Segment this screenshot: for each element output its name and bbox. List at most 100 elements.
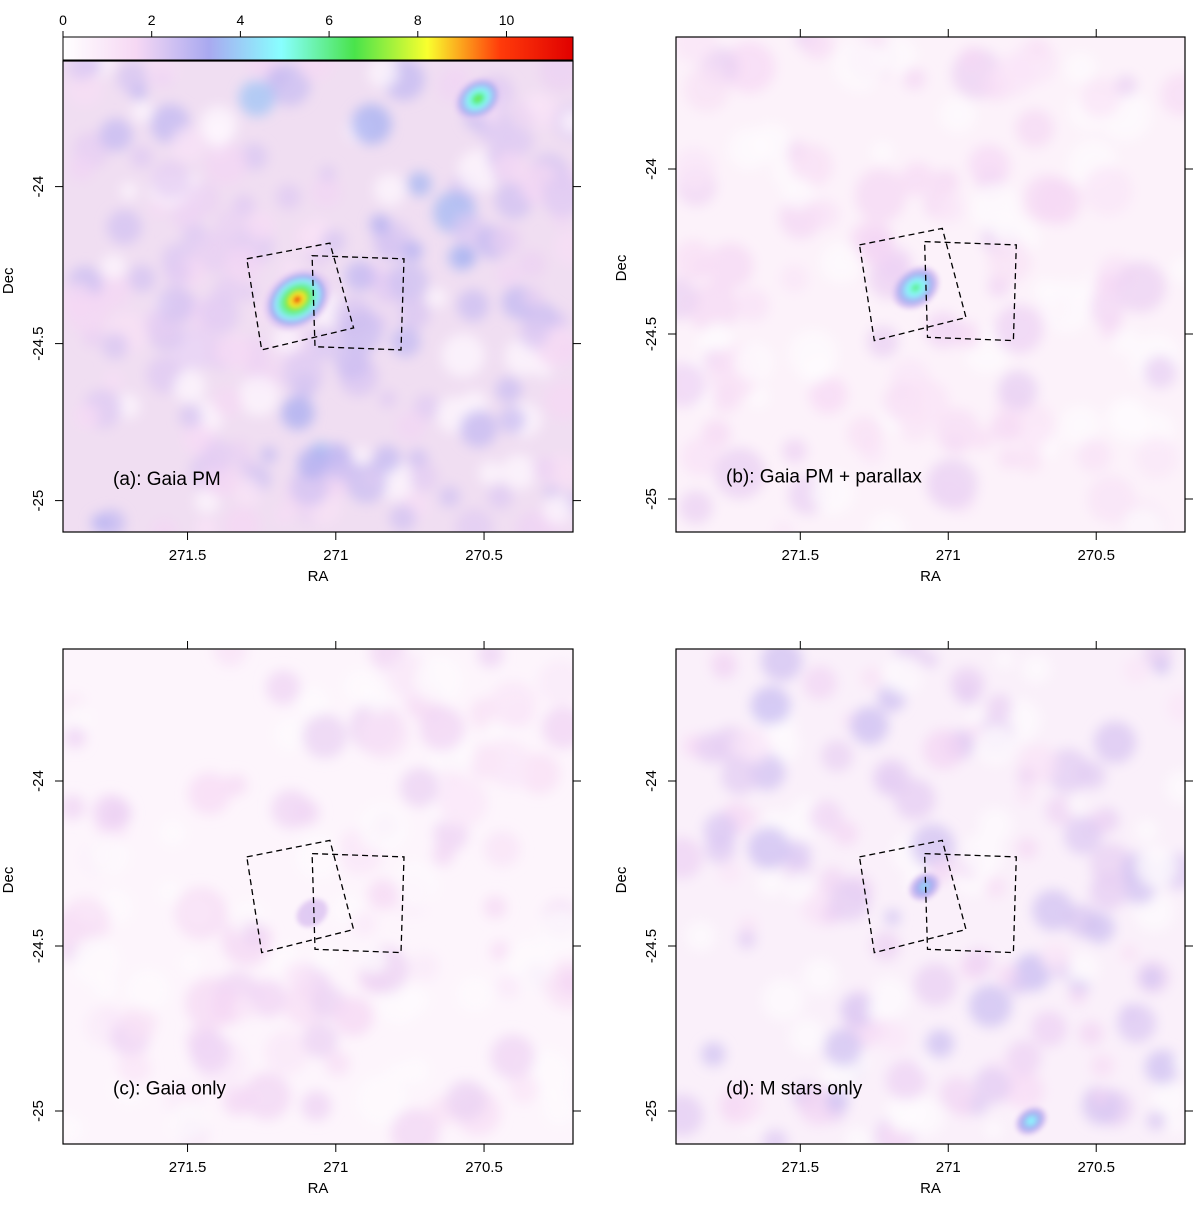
heatmap-cell — [986, 694, 1013, 721]
heatmap-cell — [871, 141, 894, 164]
heatmap-cell — [539, 61, 573, 92]
heatmap-cell — [333, 996, 374, 1037]
heatmap-cell — [487, 484, 513, 510]
heatmap-cell — [933, 169, 960, 196]
y-tick-label: -24.5 — [643, 317, 660, 351]
heatmap-cell — [1087, 475, 1136, 524]
y-tick-label: -25 — [643, 1100, 660, 1122]
heatmap-cell — [903, 67, 926, 91]
heatmap-cell — [117, 1051, 152, 1086]
heatmap-cell — [283, 961, 312, 989]
heatmap-cell — [196, 518, 217, 532]
heatmap-cell — [711, 385, 740, 414]
heatmap-cell — [66, 291, 109, 334]
heatmap-cell — [1141, 967, 1163, 989]
heatmap-cell — [867, 325, 899, 358]
heatmap-cell — [489, 680, 538, 729]
heatmap-cell — [538, 907, 573, 952]
heatmap-cell — [216, 334, 251, 370]
heatmap-cell — [1110, 326, 1139, 355]
heatmap-cell — [676, 239, 715, 282]
colorbar-ticks: 0 2 4 6 8 10 — [59, 12, 514, 37]
heatmap-cell — [67, 71, 103, 107]
heatmap-cell — [322, 446, 357, 481]
heatmap-cell — [158, 880, 181, 903]
y-axis-label: Dec — [0, 267, 17, 294]
heatmap-cell — [508, 1073, 539, 1104]
heatmap-cell — [189, 1032, 231, 1074]
heatmap-cell — [939, 96, 976, 133]
heatmap-cell — [102, 798, 132, 828]
heatmap-cell — [680, 437, 721, 477]
survey-fields — [858, 227, 1017, 342]
heatmap-cell — [676, 362, 707, 408]
heatmap-cell — [1040, 942, 1071, 973]
heatmap-cell — [427, 287, 447, 308]
y-tick-label: -24 — [30, 770, 47, 792]
heatmap-cell — [149, 201, 167, 218]
heatmap-cell — [913, 963, 957, 1007]
field-outline-1 — [246, 839, 355, 954]
heatmap-cell — [179, 404, 203, 429]
heatmap-cell — [1135, 436, 1178, 479]
heatmap-texture — [63, 61, 573, 532]
heatmap-cell — [368, 61, 399, 89]
heatmap-cell — [761, 649, 803, 682]
heatmap-cell — [833, 38, 886, 91]
heatmap-cell — [840, 992, 876, 1028]
heatmap-cell — [820, 241, 862, 284]
plot-frame — [62, 648, 574, 1145]
heatmap-cell — [1165, 770, 1185, 804]
heatmap-cell — [319, 165, 336, 182]
heatmap-cell — [1115, 75, 1137, 97]
heatmap-cell — [894, 778, 936, 820]
heatmap-cell — [103, 371, 123, 390]
panel-label: (b): Gaia PM + parallax — [726, 467, 922, 488]
heatmap-cell — [170, 126, 207, 163]
heatmap-cell — [676, 1094, 704, 1137]
heatmap-cell — [524, 92, 548, 117]
heatmap-cell — [676, 147, 716, 190]
x-tick-label: 270.5 — [465, 1159, 503, 1176]
heatmap-cell — [441, 334, 485, 378]
heatmap-cell — [496, 757, 529, 790]
heatmap-cell — [100, 1008, 122, 1030]
heatmap-cell — [68, 154, 95, 181]
heatmap-cell — [374, 173, 406, 206]
heatmap-cell — [232, 996, 257, 1021]
heatmap-cell — [281, 396, 315, 430]
heatmap-cell — [344, 260, 376, 292]
heatmap-cell — [537, 659, 573, 706]
heatmap-cell — [1135, 819, 1158, 842]
heatmap-cell — [379, 390, 397, 408]
heatmap-cell — [676, 277, 698, 321]
y-axis-label: Dec — [613, 254, 630, 281]
heatmap-cell — [215, 208, 248, 241]
heatmap-cell — [910, 824, 955, 869]
heatmap-cell — [1094, 271, 1119, 297]
heatmap-cell — [1063, 816, 1102, 855]
heatmap-cell — [707, 242, 754, 289]
heatmap-cell — [496, 262, 521, 287]
heatmap-cell — [809, 375, 848, 414]
heatmap-cell — [389, 504, 417, 532]
heatmap-cell — [63, 794, 86, 821]
heatmap-cell — [1170, 257, 1185, 284]
heatmap-cell — [456, 975, 494, 1013]
heatmap-cell — [801, 37, 835, 60]
heatmap-cell — [1114, 261, 1166, 313]
heatmap-cell — [871, 931, 901, 961]
heatmap-cell — [238, 375, 279, 416]
heatmap-cell — [900, 162, 936, 197]
heatmap-cell — [703, 813, 738, 847]
heatmap-cell — [156, 286, 194, 323]
x-tick-label: 271.5 — [169, 547, 207, 564]
heatmap-cell — [518, 319, 550, 350]
heatmap-cell — [532, 457, 556, 481]
heatmap-peaks — [908, 872, 1047, 1136]
heatmap-cell — [363, 685, 392, 714]
heatmap-cell — [131, 100, 154, 123]
x-tick-label: 270.5 — [465, 547, 503, 564]
x-tick-label: 271 — [936, 1159, 961, 1176]
x-tick-label: 271 — [323, 547, 348, 564]
